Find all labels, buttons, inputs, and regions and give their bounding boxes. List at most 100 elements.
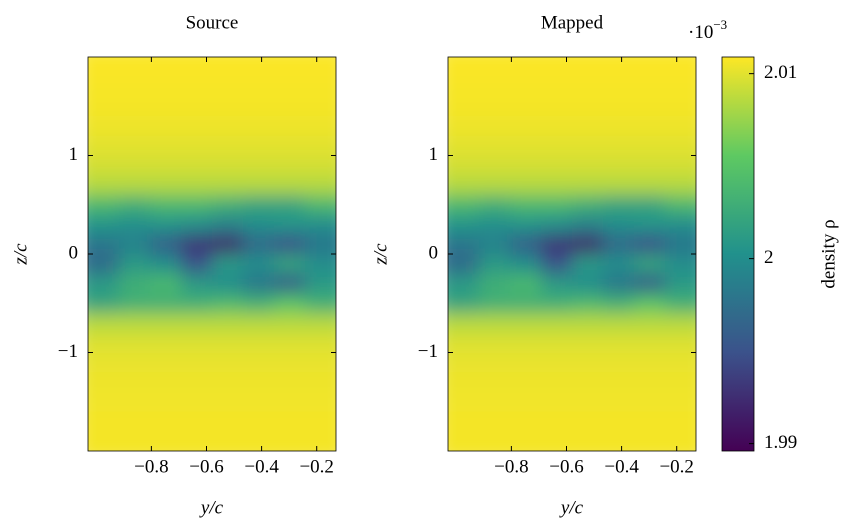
heat-cell	[88, 254, 120, 275]
heat-cell	[571, 293, 604, 314]
heat-cell	[541, 411, 573, 432]
heat-cell	[243, 135, 275, 156]
heat-cell	[448, 96, 480, 117]
heat-cell	[88, 391, 120, 413]
heat-cell	[448, 411, 480, 432]
heat-cell	[149, 313, 182, 334]
heat-cell	[181, 96, 213, 117]
heat-cell	[665, 175, 696, 196]
heat-cell	[633, 194, 666, 216]
heat-cell	[448, 313, 480, 334]
heat-cell	[541, 155, 573, 176]
heat-cell	[665, 116, 696, 137]
x-axis-label: y/c	[559, 497, 584, 518]
heat-cell	[603, 194, 635, 216]
heat-cell	[509, 57, 542, 78]
heat-cell	[509, 273, 542, 294]
heat-cell	[243, 352, 275, 373]
heat-cell	[181, 135, 213, 156]
heat-cell	[541, 234, 573, 255]
heat-cell	[211, 411, 244, 432]
heat-cell	[479, 293, 511, 314]
y-axis-label: z/c	[10, 243, 31, 266]
heat-cell	[509, 411, 542, 432]
heat-cell	[149, 372, 182, 393]
heat-cell	[88, 313, 120, 334]
heat-cell	[119, 155, 151, 176]
heat-cell	[541, 175, 573, 196]
heat-cell	[571, 175, 604, 196]
heat-cell	[603, 155, 635, 176]
heat-cell	[479, 76, 511, 97]
heat-cell	[305, 96, 336, 117]
heat-cell	[448, 175, 480, 196]
heat-cell	[603, 135, 635, 156]
heat-cell	[119, 234, 151, 255]
heat-cell	[211, 391, 244, 413]
heat-cell	[305, 431, 336, 451]
heat-cell	[149, 76, 182, 97]
heat-cell	[479, 352, 511, 373]
heat-cell	[305, 372, 336, 393]
heat-cell	[243, 391, 275, 413]
heat-cell	[541, 76, 573, 97]
heat-cell	[211, 175, 244, 196]
heat-cell	[181, 431, 213, 451]
heat-cell	[509, 194, 542, 216]
heat-cell	[448, 214, 480, 235]
heat-cell	[273, 431, 306, 451]
heat-cell	[305, 273, 336, 294]
y-tick-label: 0	[69, 242, 79, 263]
heat-cell	[149, 234, 182, 255]
heat-cell	[665, 76, 696, 97]
heat-cell	[479, 431, 511, 451]
heat-cell	[541, 116, 573, 137]
heat-cell	[571, 57, 604, 78]
heat-cell	[88, 155, 120, 176]
heat-cell	[509, 155, 542, 176]
heat-cell	[273, 254, 306, 275]
heat-cell	[119, 332, 151, 353]
heat-cell	[273, 352, 306, 373]
heat-cell	[479, 96, 511, 117]
heat-cell	[603, 214, 635, 235]
heat-cell	[119, 313, 151, 334]
colorbar-label: density ρ	[818, 219, 839, 288]
heat-cell	[633, 372, 666, 393]
heat-cell	[665, 391, 696, 413]
heat-cell	[603, 254, 635, 275]
heat-cell	[479, 155, 511, 176]
heat-cell	[243, 293, 275, 314]
heat-cell	[211, 135, 244, 156]
heat-cell	[181, 155, 213, 176]
heat-cell	[603, 273, 635, 294]
heat-cell	[243, 273, 275, 294]
y-tick-label: −1	[418, 341, 438, 362]
heatmap	[88, 57, 336, 451]
heat-cell	[509, 214, 542, 235]
heat-cell	[665, 411, 696, 432]
heat-cell	[181, 76, 213, 97]
heat-cell	[273, 313, 306, 334]
heat-cell	[541, 273, 573, 294]
heat-cell	[509, 135, 542, 156]
heat-cell	[243, 332, 275, 353]
heat-cell	[665, 194, 696, 216]
heat-cell	[665, 352, 696, 373]
heat-cell	[633, 313, 666, 334]
heat-cell	[665, 431, 696, 451]
heat-cell	[633, 96, 666, 117]
heat-cell	[448, 76, 480, 97]
heat-cell	[448, 332, 480, 353]
heat-cell	[541, 352, 573, 373]
heat-cell	[181, 116, 213, 137]
heat-cell	[211, 431, 244, 451]
heat-cell	[243, 194, 275, 216]
heat-cell	[509, 254, 542, 275]
heat-cell	[571, 254, 604, 275]
heat-cell	[603, 332, 635, 353]
heat-cell	[603, 352, 635, 373]
heat-cell	[571, 352, 604, 373]
heat-cell	[273, 96, 306, 117]
